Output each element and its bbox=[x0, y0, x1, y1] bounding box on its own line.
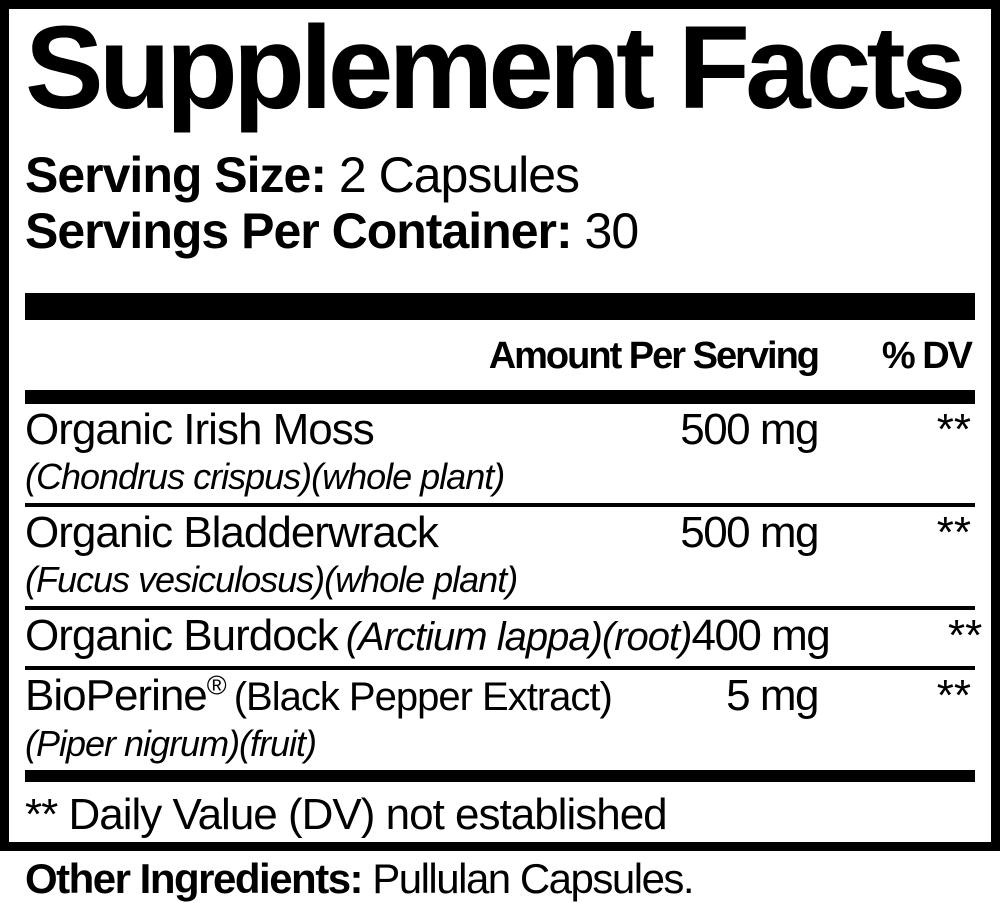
ingredient-dv: ** bbox=[936, 671, 971, 720]
ingredient-name: Organic Bladderwrack bbox=[25, 508, 439, 557]
ingredient-rows: Organic Irish Moss 500 mg ** (Chondrus c… bbox=[25, 404, 982, 770]
servings-per-container-label: Servings Per Container: bbox=[25, 203, 573, 259]
ingredient-row: Organic Bladderwrack 500 mg ** (Fucus ve… bbox=[25, 507, 975, 610]
medium-rule-footer bbox=[25, 770, 975, 782]
ingredient-dv: ** bbox=[936, 405, 971, 454]
ingredient-name: Organic Burdock bbox=[25, 611, 339, 660]
other-ingredients-value: Pullulan Capsules. bbox=[372, 855, 694, 902]
serving-size-value: 2 Capsules bbox=[338, 147, 580, 203]
ingredient-dv: ** bbox=[947, 611, 983, 660]
ingredient-main-cell: Organic Irish Moss 500 mg bbox=[25, 405, 819, 455]
ingredient-row: Organic Irish Moss 500 mg ** (Chondrus c… bbox=[25, 404, 975, 507]
ingredient-botanical-subline: (Chondrus crispus)(whole plant) bbox=[25, 456, 505, 497]
ingredient-amount: 500 mg bbox=[680, 508, 819, 557]
ingredient-amount: 5 mg bbox=[726, 671, 819, 720]
ingredient-name-cell: Organic Irish Moss bbox=[25, 405, 375, 455]
column-header-row: Amount Per Serving % DV bbox=[25, 320, 975, 390]
other-ingredients-label: Other Ingredients: bbox=[25, 855, 364, 902]
heavy-rule-top bbox=[25, 293, 975, 320]
other-ingredients-line: Other Ingredients: Pullulan Capsules. bbox=[25, 855, 695, 903]
serving-size-line: Serving Size: 2 Capsules bbox=[25, 147, 975, 203]
ingredient-name-note: (Black Pepper Extract) bbox=[233, 675, 613, 719]
ingredient-name: BioPerine bbox=[25, 671, 208, 720]
supplement-facts-panel: Supplement Facts Serving Size: 2 Capsule… bbox=[0, 0, 1000, 851]
ingredient-name-cell: Organic Bladderwrack bbox=[25, 508, 439, 558]
ingredient-amount: 500 mg bbox=[680, 405, 819, 454]
servings-per-container-line: Servings Per Container: 30 bbox=[25, 203, 975, 259]
panel-title: Supplement Facts bbox=[25, 2, 966, 134]
servings-per-container-value: 30 bbox=[584, 203, 640, 259]
ingredient-row: BioPerine® (Black Pepper Extract) 5 mg **… bbox=[25, 670, 975, 770]
ingredient-main-cell: Organic Burdock (Arctium lappa)(root) 400… bbox=[25, 611, 831, 662]
ingredient-name: Organic Irish Moss bbox=[25, 405, 375, 454]
ingredient-main-cell: Organic Bladderwrack 500 mg bbox=[25, 508, 819, 558]
registered-trademark-symbol: ® bbox=[206, 670, 227, 701]
ingredient-botanical-inline: (Arctium lappa)(root) bbox=[345, 615, 693, 659]
ingredient-amount: 400 mg bbox=[691, 611, 830, 660]
ingredient-botanical-subline: (Fucus vesiculosus)(whole plant) bbox=[25, 559, 518, 600]
ingredient-main-cell: BioPerine® (Black Pepper Extract) 5 mg bbox=[25, 670, 819, 722]
ingredient-botanical-subline: (Piper nigrum)(fruit) bbox=[25, 723, 317, 764]
serving-size-label: Serving Size: bbox=[25, 147, 327, 203]
amount-per-serving-header: Amount Per Serving bbox=[488, 335, 820, 377]
ingredient-dv: ** bbox=[936, 508, 971, 557]
ingredient-name-cell: Organic Burdock (Arctium lappa)(root) bbox=[25, 611, 693, 662]
percent-dv-header: % DV bbox=[881, 335, 973, 377]
daily-value-footnote: ** Daily Value (DV) not established bbox=[25, 790, 668, 839]
ingredient-name-cell: BioPerine® (Black Pepper Extract) bbox=[25, 670, 613, 722]
medium-rule-header bbox=[25, 390, 975, 404]
ingredient-row: Organic Burdock (Arctium lappa)(root) 400… bbox=[25, 610, 982, 670]
